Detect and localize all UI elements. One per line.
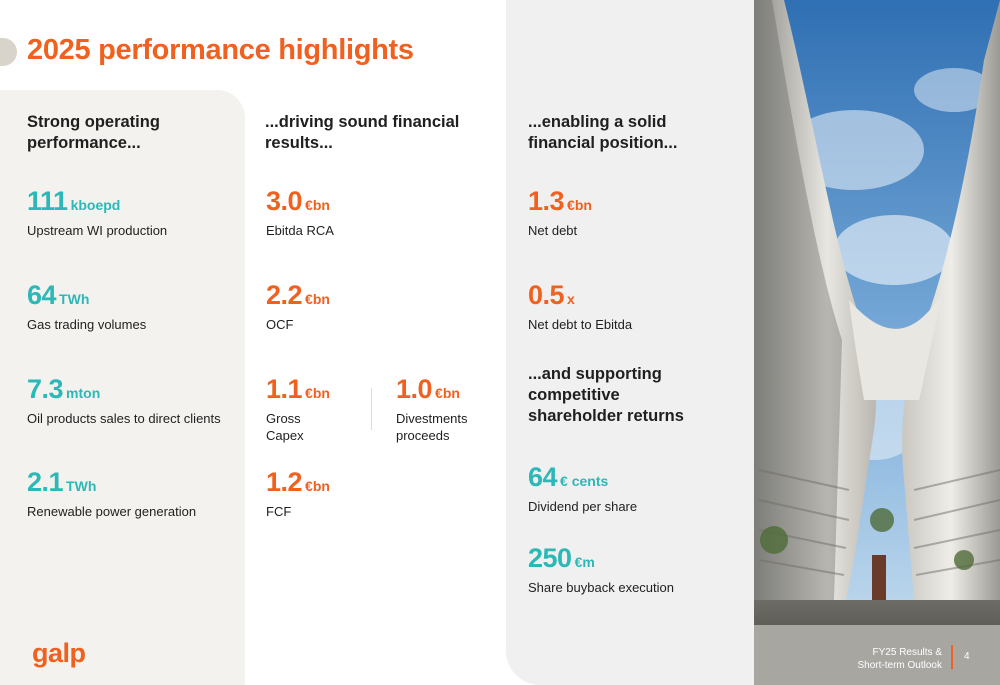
metric-gross-capex: 1.1 €bn Gross Capex — [266, 374, 330, 444]
heading-line: ...driving sound financial — [265, 113, 460, 131]
metric-divestments: 1.0 €bn Divestments proceeds — [396, 374, 468, 444]
column-heading-financial-position: ...enabling a solid financial position..… — [528, 112, 728, 154]
metric-value: 64 — [528, 462, 558, 492]
left-column-panel — [0, 90, 245, 685]
metric-value: 1.1 — [266, 374, 303, 404]
heading-line: shareholder returns — [528, 407, 684, 425]
galp-logo: galp — [32, 638, 86, 668]
metric-net-debt: 1.3 €bn Net debt — [528, 186, 592, 239]
metric-label: Divestments proceeds — [396, 410, 468, 444]
metric-unit: €bn — [567, 197, 592, 213]
metric-label: Oil products sales to direct clients — [27, 411, 221, 426]
metric-unit: €m — [574, 554, 595, 570]
metric-dividend-per-share: 64 € cents Dividend per share — [528, 462, 637, 515]
column-heading-financial-results: ...driving sound financial results... — [265, 112, 465, 154]
metric-label: Gross Capex — [266, 410, 330, 444]
metric-unit: €bn — [305, 478, 330, 494]
metric-net-debt-to-ebitda: 0.5 x Net debt to Ebitda — [528, 280, 632, 333]
metric-label: Net debt to Ebitda — [528, 317, 633, 332]
metric-gas-trading: 64 TWh Gas trading volumes — [27, 280, 146, 333]
metric-label: OCF — [266, 317, 294, 332]
metric-ebitda-rca: 3.0 €bn Ebitda RCA — [266, 186, 334, 239]
metric-value: 111 — [27, 186, 68, 216]
metric-label-line: Divestments — [396, 411, 468, 426]
column-heading-operating: Strong operating performance... — [27, 112, 227, 154]
footer-accent-bar — [951, 645, 953, 669]
metric-label: Renewable power generation — [27, 504, 197, 519]
title-tab-marker — [0, 38, 17, 66]
footer-line: Short-term Outlook — [857, 660, 942, 671]
heading-line: ...and supporting — [528, 365, 662, 383]
metric-value: 7.3 — [27, 374, 64, 404]
metric-unit: €bn — [435, 385, 460, 401]
page-number: 4 — [964, 651, 970, 662]
metric-unit: TWh — [59, 291, 90, 307]
metric-label: Ebitda RCA — [266, 223, 334, 238]
heading-line: ...enabling a solid — [528, 113, 667, 131]
metric-renewable-power: 2.1 TWh Renewable power generation — [27, 467, 196, 520]
metric-unit: €bn — [305, 385, 330, 401]
metric-value: 3.0 — [266, 186, 303, 216]
metric-value: 1.3 — [528, 186, 565, 216]
metric-unit: mton — [66, 385, 101, 401]
metric-value: 2.2 — [266, 280, 303, 310]
heading-line: performance... — [27, 134, 141, 152]
metric-unit: kboepd — [70, 197, 121, 213]
heading-line: results... — [265, 134, 333, 152]
metric-value: 250 — [528, 543, 572, 573]
metric-label: Gas trading volumes — [27, 317, 147, 332]
building-photo — [754, 0, 1000, 685]
metric-label-line: Gross — [266, 411, 301, 426]
metric-unit: €bn — [305, 197, 330, 213]
metric-unit: € cents — [560, 473, 609, 489]
metric-value: 1.0 — [396, 374, 433, 404]
metric-value: 0.5 — [528, 280, 565, 310]
metric-ocf: 2.2 €bn OCF — [266, 280, 330, 333]
heading-line: financial position... — [528, 134, 678, 152]
metric-value: 1.2 — [266, 467, 303, 497]
metric-label-line: proceeds — [396, 428, 450, 443]
metric-upstream-production: 111 kboepd Upstream WI production — [27, 186, 167, 239]
page-title: 2025 performance highlights — [27, 34, 414, 66]
metric-label: Upstream WI production — [27, 223, 168, 238]
metric-oil-products-sales: 7.3 mton Oil products sales to direct cli… — [27, 374, 221, 427]
metric-unit: x — [567, 291, 575, 307]
metric-label: Dividend per share — [528, 499, 638, 514]
metric-label-line: Capex — [266, 428, 304, 443]
metric-share-buyback: 250 €m Share buyback execution — [528, 543, 674, 596]
right-column-panel — [506, 0, 754, 685]
metric-label: Net debt — [528, 223, 578, 238]
heading-line: competitive — [528, 386, 620, 404]
metric-label: FCF — [266, 504, 292, 519]
metric-unit: TWh — [66, 478, 97, 494]
metric-value: 64 — [27, 280, 57, 310]
metric-fcf: 1.2 €bn FCF — [266, 467, 330, 520]
footer-caption: FY25 Results & Short-term Outlook — [842, 646, 942, 672]
metric-divider — [371, 388, 372, 430]
metric-unit: €bn — [305, 291, 330, 307]
column-subheading-shareholder-returns: ...and supporting competitive shareholde… — [528, 364, 728, 427]
metric-value: 2.1 — [27, 467, 64, 497]
footer-line: FY25 Results & — [872, 647, 942, 658]
metric-label: Share buyback execution — [528, 580, 674, 595]
heading-line: Strong operating — [27, 113, 160, 131]
